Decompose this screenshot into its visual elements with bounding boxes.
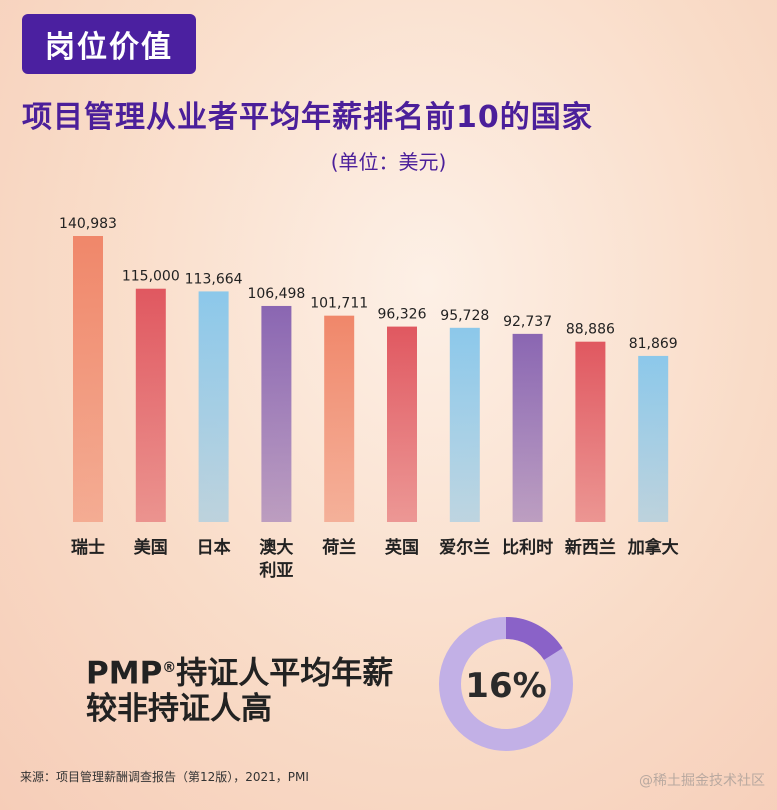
pmp-line-2: 较非持证人高: [86, 691, 272, 728]
registered-mark: ®: [162, 660, 177, 676]
section-tag: 岗位价值: [22, 14, 196, 74]
bar-value-label: 92,737: [503, 314, 552, 330]
category-label: 美国: [134, 537, 168, 558]
bar-value-label: 113,664: [185, 271, 243, 287]
category-label: 利亚: [259, 560, 293, 581]
bar: [449, 327, 480, 522]
category-label: 爱尔兰: [439, 537, 490, 558]
category-label: 加拿大: [627, 537, 679, 558]
bar-value-label: 95,728: [440, 308, 489, 324]
bar-value-label: 140,983: [59, 216, 117, 232]
bar: [638, 355, 669, 522]
bar: [324, 315, 355, 522]
bar-value-label: 81,869: [629, 336, 678, 352]
category-label: 日本: [197, 537, 231, 558]
bar-value-label: 106,498: [247, 286, 305, 302]
source-note: 来源：项目管理薪酬调查报告（第12版），2021，PMI: [20, 770, 309, 784]
watermark: @稀土掘金技术社区: [639, 773, 765, 789]
category-label: 新西兰: [565, 537, 616, 558]
unit-label: (单位：美元): [330, 150, 447, 174]
category-label: 瑞士: [71, 537, 105, 558]
bar-value-label: 101,711: [310, 296, 368, 312]
chart-title: 项目管理从业者平均年薪排名前10的国家: [22, 100, 593, 135]
bar-value-label: 96,326: [378, 307, 427, 323]
category-label: 荷兰: [322, 537, 356, 558]
bar: [575, 341, 606, 522]
bar: [73, 236, 103, 522]
bar: [387, 326, 417, 522]
category-label: 澳大: [259, 537, 293, 558]
bar: [261, 305, 292, 522]
bar-value-label: 115,000: [122, 269, 180, 285]
bar: [135, 288, 166, 522]
pmp-statement: PMP®持证人平均年薪 较非持证人高: [86, 650, 393, 727]
donut-highlight: [505, 617, 563, 661]
donut-percent-label: 16%: [465, 666, 546, 706]
category-label: 比利时: [502, 537, 553, 558]
category-label: 英国: [385, 537, 419, 558]
pmp-line-1-text: 持证人平均年薪: [176, 655, 394, 692]
pmp-prefix: PMP: [86, 655, 163, 692]
percent-donut: 16%: [439, 617, 573, 751]
bar: [198, 291, 229, 522]
bar: [512, 333, 543, 522]
pmp-line-1: PMP®持证人平均年薪: [86, 650, 393, 691]
bar-value-label: 88,886: [566, 322, 615, 338]
